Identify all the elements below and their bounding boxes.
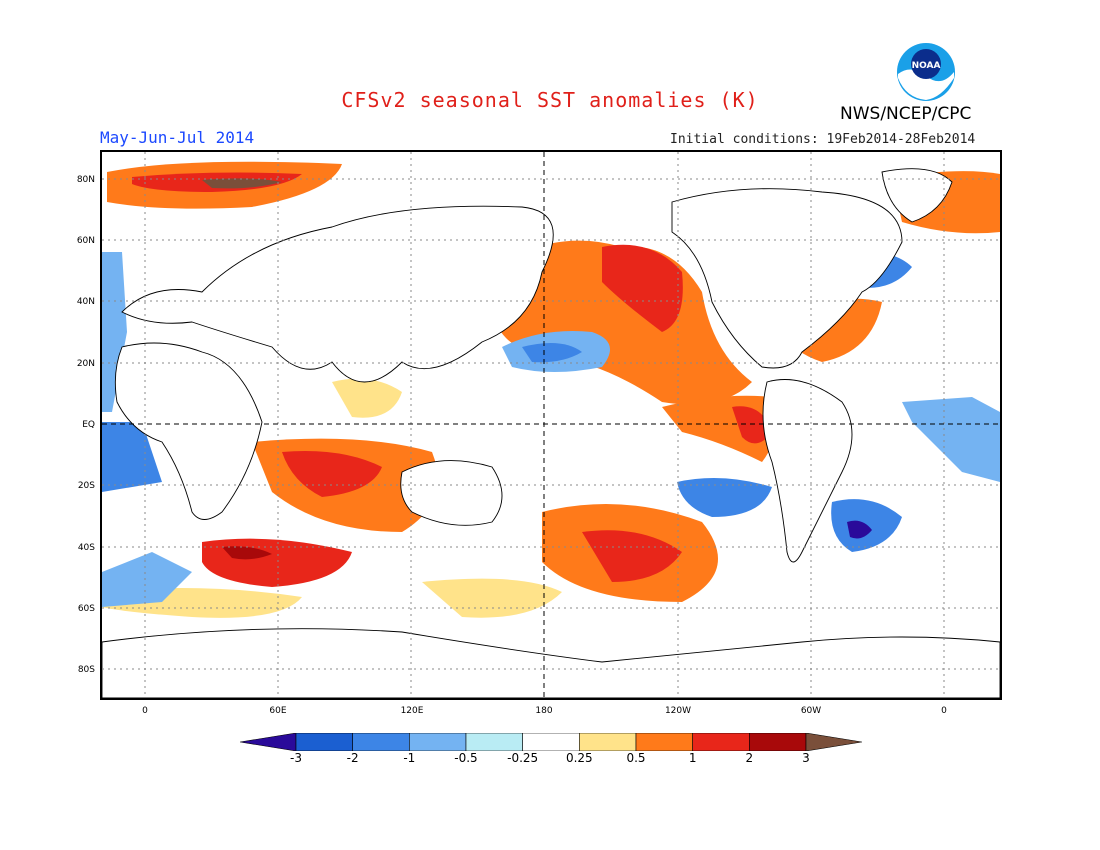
- lat-label: 60S: [77, 604, 95, 614]
- colorbar-swatch: [409, 732, 467, 752]
- lat-label: 80S: [77, 665, 95, 675]
- lat-label: 20N: [76, 359, 95, 369]
- colorbar-label: 2: [745, 751, 754, 765]
- sst-anomaly-map: [100, 150, 1002, 700]
- colorbar-label: 3: [802, 751, 810, 765]
- lon-label: 0: [941, 706, 947, 716]
- lat-label: 80N: [76, 175, 95, 185]
- agency-label: NWS/NCEP/CPC: [840, 104, 972, 124]
- lat-label: 40S: [77, 543, 95, 553]
- reference-lines: [102, 152, 1000, 698]
- colorbar-swatch: [465, 732, 523, 752]
- colorbar-label: -3: [290, 751, 302, 765]
- colorbar-label: -1: [403, 751, 416, 765]
- lat-label: 40N: [76, 297, 95, 307]
- colorbar-swatch: [805, 732, 863, 752]
- colorbar-swatch: [579, 732, 637, 752]
- colorbar-label: -0.25: [507, 751, 539, 765]
- land-masses: [102, 168, 1000, 698]
- colorbar-label: -2: [346, 751, 359, 765]
- noaa-logo: NOAA: [896, 42, 956, 102]
- lon-label: 120W: [664, 706, 692, 716]
- logo-text: NOAA: [912, 61, 941, 71]
- colorbar-swatch: [749, 732, 807, 752]
- lon-label: 0: [142, 706, 148, 716]
- colorbar-swatch: [635, 732, 693, 752]
- colorbar: [239, 732, 863, 752]
- colorbar-label: 1: [688, 751, 697, 765]
- initial-conditions-label: Initial conditions: 19Feb2014-28Feb2014: [670, 132, 976, 147]
- colorbar-swatch: [692, 732, 750, 752]
- colorbar-swatch: [352, 732, 410, 752]
- colorbar-swatch: [295, 732, 353, 752]
- lat-label: 20S: [77, 481, 95, 491]
- colorbar-label: 0.5: [626, 751, 646, 765]
- colorbar-swatch: [522, 732, 580, 752]
- lon-label: 120E: [400, 706, 424, 716]
- lat-label: 60N: [76, 236, 95, 246]
- lon-label: 60E: [269, 706, 287, 716]
- grid-lines: [102, 152, 1000, 698]
- colorbar-label: -0.5: [454, 751, 478, 765]
- lon-label: 180: [535, 706, 553, 716]
- lat-label: EQ: [82, 420, 95, 430]
- colorbar-label: 0.25: [565, 751, 593, 765]
- season-label: May-Jun-Jul 2014: [100, 128, 255, 147]
- colorbar-swatch: [239, 732, 297, 752]
- chart-title: CFSv2 seasonal SST anomalies (K): [341, 88, 759, 112]
- lon-label: 60W: [800, 706, 822, 716]
